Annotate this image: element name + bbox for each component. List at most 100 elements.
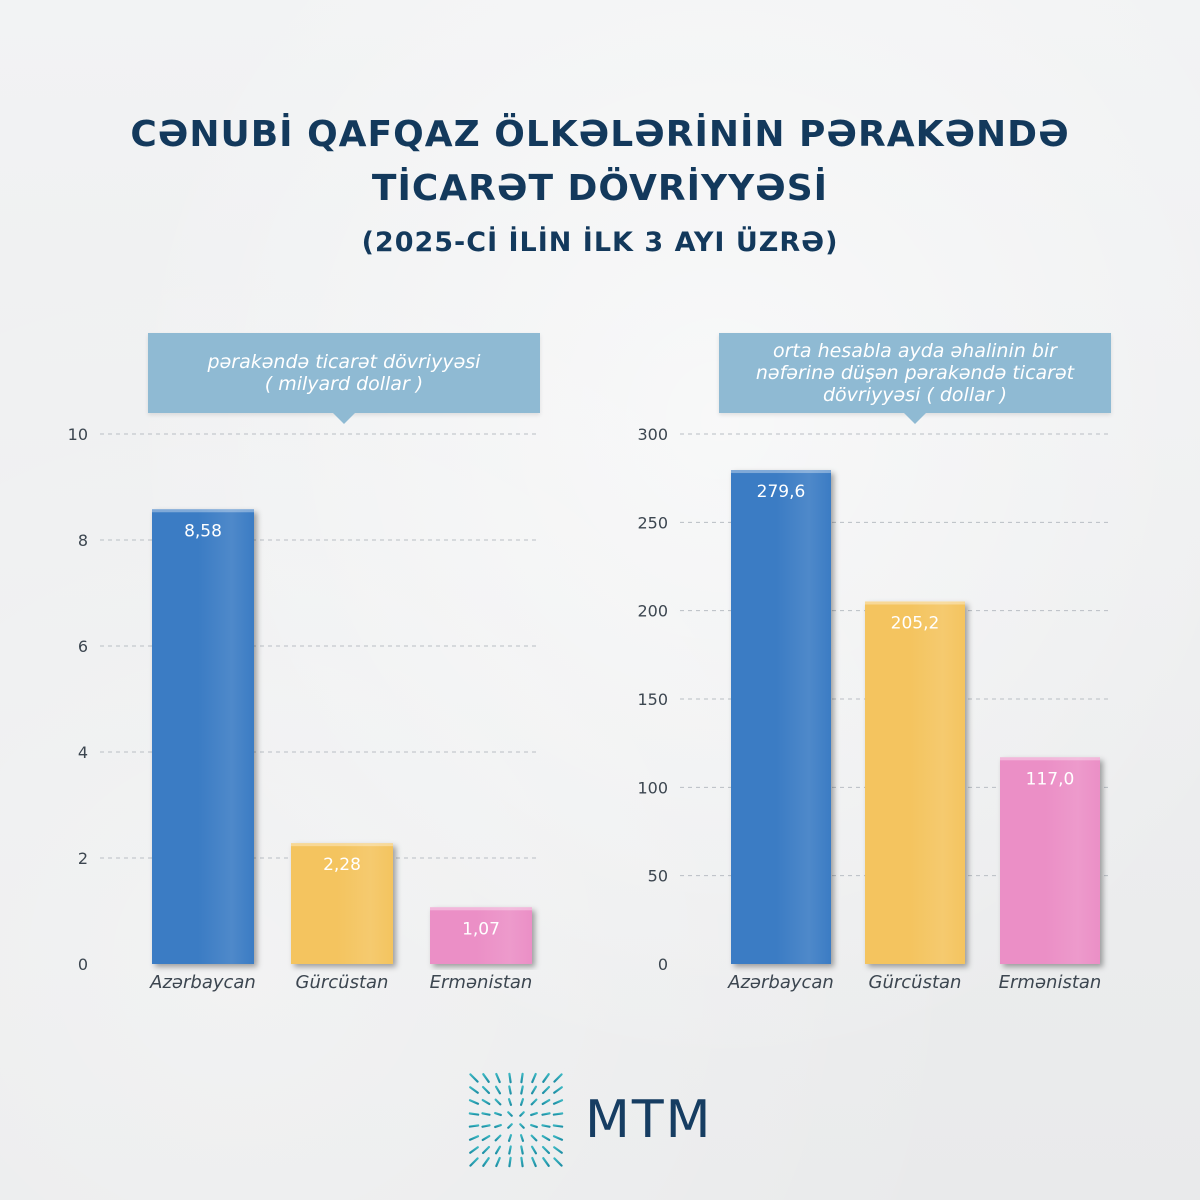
logo-ray	[519, 1134, 525, 1142]
left-bar-top-highlight	[430, 907, 532, 911]
logo-ray	[469, 1073, 479, 1083]
left-y-tick-label: 4	[78, 743, 88, 762]
left-bar-top-highlight	[291, 843, 393, 847]
logo-ray	[520, 1085, 524, 1095]
logo-ray	[494, 1085, 502, 1095]
right-y-tick-label: 0	[658, 955, 668, 974]
left-bar-top-highlight	[152, 509, 254, 513]
logo-ray	[520, 1072, 524, 1084]
right-bar-sheen	[1045, 757, 1100, 964]
logo-ray	[507, 1098, 513, 1106]
left-y-tick-label: 0	[78, 955, 88, 974]
right-y-tick-label: 100	[637, 778, 668, 797]
logo-ray	[530, 1085, 538, 1095]
left-bar-sheen	[336, 843, 393, 964]
logo-ray	[552, 1135, 564, 1141]
left-bar-chart: 0 2 4 6 8 10 8,58 Azərbaycan 2,28 Gürcüstan 1,07 Er…	[68, 425, 540, 993]
logo-ray	[468, 1099, 480, 1105]
logo-ray	[507, 1134, 513, 1142]
left-y-tick-label: 2	[78, 849, 88, 868]
left-category-label: Ermənistan	[430, 972, 533, 993]
right-chart-title-line-2: nəfərinə düşən pərakəndə ticarət	[755, 362, 1075, 384]
logo-ray	[481, 1112, 491, 1116]
left-y-tick-label: 6	[78, 637, 88, 656]
logo-ray	[481, 1134, 491, 1142]
left-bar-value-label: 2,28	[323, 855, 361, 875]
logo-ray	[494, 1134, 502, 1142]
brand-name: MTM	[585, 1090, 713, 1150]
logo-ray	[508, 1072, 512, 1084]
page-title-line-1: CƏNUBİ QAFQAZ ÖLKƏLƏRİNİN PƏRAKƏNDƏ	[130, 114, 1070, 155]
logo-ray	[552, 1112, 564, 1116]
right-y-tick-label: 200	[637, 602, 668, 621]
left-chart-title-line-1: pərakəndə ticarət dövriyyəsi	[207, 351, 481, 373]
right-category-label: Gürcüstan	[869, 972, 962, 993]
left-y-tick-label: 8	[78, 531, 88, 550]
left-bar-value-label: 8,58	[184, 521, 222, 541]
logo-ray	[468, 1135, 480, 1141]
right-bar-sheen	[776, 470, 831, 964]
logo-ray	[552, 1124, 564, 1128]
logo-ray	[520, 1156, 524, 1168]
logo-ray	[541, 1124, 551, 1128]
logo-ray	[494, 1098, 502, 1106]
logo-ray	[495, 1072, 501, 1084]
logo-ray	[469, 1146, 479, 1154]
right-chart-title-line-3: dövriyyəsi ( dollar )	[822, 384, 1008, 406]
right-y-tick-label: 50	[648, 867, 668, 886]
right-bar-top-highlight	[1000, 757, 1100, 761]
radial-lines-square-icon	[468, 1072, 564, 1168]
left-chart-title-callout: pərakəndə ticarət dövriyyəsi ( milyard d…	[148, 333, 540, 424]
logo-ray	[530, 1145, 538, 1155]
logo-ray	[531, 1072, 537, 1084]
left-y-tick-label: 10	[68, 425, 88, 444]
right-bar-value-label: 205,2	[891, 613, 940, 633]
logo-ray	[468, 1124, 480, 1128]
page-title-line-2: TİCARƏT DÖVRİYYƏSİ	[371, 168, 829, 209]
logo-ray	[542, 1073, 550, 1083]
right-y-tick-label: 250	[637, 513, 668, 532]
logo-ray	[494, 1111, 502, 1117]
logo-ray	[541, 1112, 551, 1116]
logo-ray	[482, 1073, 490, 1083]
right-y-tick-label: 300	[637, 425, 668, 444]
logo-ray	[553, 1073, 563, 1083]
logo-ray	[530, 1111, 538, 1117]
logo-ray	[530, 1098, 538, 1106]
logo-ray	[469, 1086, 479, 1094]
right-y-tick-label: 150	[637, 690, 668, 709]
right-bar-top-highlight	[731, 470, 831, 474]
right-bar-top-highlight	[865, 601, 965, 605]
right-chart-title-line-1: orta hesabla ayda əhalinin bir	[773, 340, 1057, 362]
logo-ray	[553, 1146, 563, 1154]
left-category-label: Azərbaycan	[149, 972, 256, 993]
logo-ray	[469, 1157, 479, 1167]
right-category-label: Azərbaycan	[727, 972, 834, 993]
logo-ray	[494, 1145, 502, 1155]
logo-ray	[541, 1145, 551, 1155]
left-bar-sheen	[197, 509, 254, 964]
logo-ray	[542, 1157, 550, 1167]
logo-ray	[553, 1157, 563, 1167]
logo-ray	[519, 1098, 525, 1106]
logo-ray	[552, 1099, 564, 1105]
logo-ray	[541, 1098, 551, 1106]
logo-ray	[519, 1111, 525, 1117]
logo-ray	[508, 1156, 512, 1168]
logo-ray	[495, 1156, 501, 1168]
right-bar-chart: 0 50 100 150 200 250 300 279,6 Azərbaycan 205,2 Gü…	[637, 425, 1110, 993]
left-chart-title-line-2: ( milyard dollar )	[264, 373, 424, 395]
logo-ray	[530, 1134, 538, 1142]
logo-ray	[507, 1123, 513, 1129]
logo-ray	[520, 1145, 524, 1155]
logo-ray	[508, 1145, 512, 1155]
logo-ray	[481, 1098, 491, 1106]
logo-ray	[530, 1123, 538, 1129]
logo-ray	[481, 1085, 491, 1095]
right-bar-value-label: 279,6	[757, 482, 806, 502]
left-bar-value-label: 1,07	[462, 919, 500, 939]
logo-ray	[494, 1123, 502, 1129]
right-category-label: Ermənistan	[999, 972, 1102, 993]
logo-ray	[531, 1156, 537, 1168]
